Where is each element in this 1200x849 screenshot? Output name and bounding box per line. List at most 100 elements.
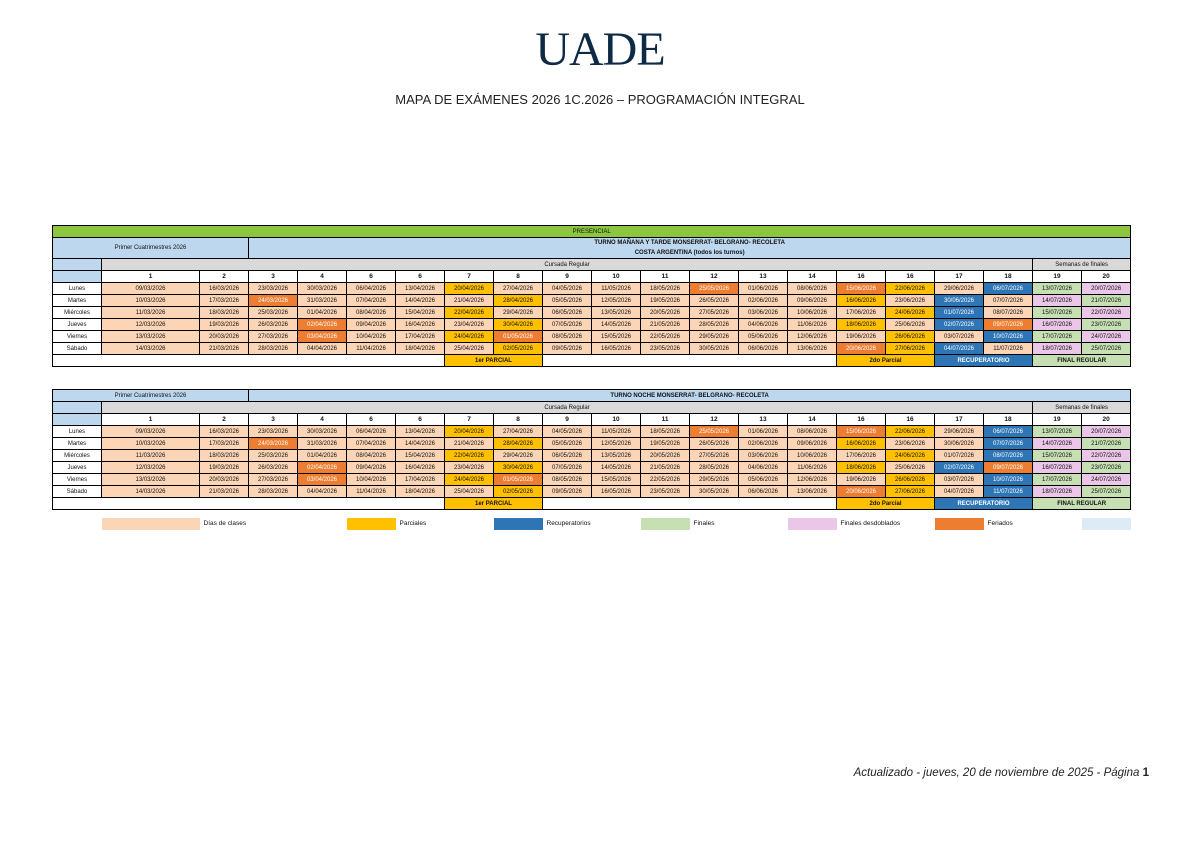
week-number: 9: [542, 413, 592, 426]
uade-logo: UADE: [535, 23, 665, 76]
turno-label: TURNO MAÑANA Y TARDE MONSERRAT- BELGRANO…: [247, 237, 1132, 259]
date-cell: 27/05/2026: [689, 449, 739, 462]
date-cell: 14/03/2026: [101, 485, 200, 498]
date-cell: 09/04/2026: [346, 461, 396, 474]
date-cell: 08/06/2026: [787, 282, 837, 295]
date-cell: 29/05/2026: [689, 330, 739, 343]
day-row: Sábado 14/03/2026 21/03/2026 28/03/2026 04/0…: [52, 342, 1132, 355]
legend-label: Días de clases: [203, 520, 247, 527]
date-cell: 05/05/2026: [542, 294, 592, 307]
final-regular-label: FINAL REGULAR: [1031, 497, 1132, 510]
date-cell: 04/07/2026: [934, 485, 984, 498]
date-cell: 05/06/2026: [738, 473, 788, 486]
week-number: 4: [297, 413, 347, 426]
legend-label: Finales desdoblados: [840, 520, 901, 527]
cursada-row: Cursada Regular Semanas de finales: [52, 258, 1132, 271]
week-number: 19: [1032, 413, 1082, 426]
date-cell: 26/03/2026: [248, 461, 298, 474]
date-cell: 08/07/2026: [983, 449, 1033, 462]
document-title: MAPA DE EXÁMENES 2026 1C.2026 – PROGRAMA…: [395, 92, 805, 107]
legend-swatch-r: [493, 518, 543, 530]
turno-line-1: TURNO NOCHE MONSERRAT- BELGRANO- RECOLET…: [610, 392, 769, 399]
date-cell: 21/05/2026: [640, 461, 690, 474]
day-row: Viernes 13/03/2026 20/03/2026 27/03/2026 03/…: [52, 330, 1132, 343]
date-cell: 10/07/2026: [983, 330, 1033, 343]
date-cell: 17/04/2026: [395, 473, 445, 486]
date-cell: 19/03/2026: [199, 461, 249, 474]
date-cell: 02/04/2026: [297, 318, 347, 331]
cuatrimestre-label: Primer Cuatrimestres 2026: [52, 389, 249, 402]
section-header-row: Primer Cuatrimestres 2026 TURNO NOCHE MON…: [52, 389, 1132, 402]
date-cell: 11/05/2026: [591, 282, 641, 295]
date-cell: 25/07/2026: [1080, 485, 1132, 498]
date-cell: 07/04/2026: [346, 294, 396, 307]
date-cell: 15/04/2026: [395, 449, 445, 462]
date-cell: 22/07/2026: [1080, 449, 1132, 462]
date-cell: 04/05/2026: [542, 425, 592, 438]
footer: Actualizado - jueves, 20 de noviembre de…: [0, 767, 1149, 779]
cursada-side: [52, 258, 102, 271]
date-cell: 25/03/2026: [248, 306, 298, 319]
date-cell: 12/06/2026: [787, 473, 837, 486]
date-cell: 22/04/2026: [444, 449, 494, 462]
date-cell: 30/05/2026: [689, 342, 739, 355]
date-cell: 09/03/2026: [101, 282, 200, 295]
date-cell: 16/03/2026: [199, 282, 249, 295]
date-cell: 10/06/2026: [787, 306, 837, 319]
date-cell: 29/04/2026: [493, 449, 543, 462]
date-cell: 14/04/2026: [395, 294, 445, 307]
date-cell: 26/06/2026: [885, 330, 935, 343]
week-number: 6: [395, 413, 445, 426]
date-cell: 13/03/2026: [101, 473, 200, 486]
date-cell: 17/07/2026: [1032, 330, 1082, 343]
date-cell: 13/03/2026: [101, 330, 200, 343]
spacer-cell: [53, 367, 1131, 390]
date-cell: 28/05/2026: [689, 318, 739, 331]
date-cell: 02/07/2026: [934, 461, 984, 474]
date-cell: 18/03/2026: [199, 306, 249, 319]
date-cell: 11/07/2026: [983, 342, 1033, 355]
week-number: 12: [689, 413, 739, 426]
day-row: Martes 10/03/2026 17/03/2026 24/03/2026 31/0…: [52, 437, 1132, 450]
date-cell: 21/07/2026: [1080, 294, 1132, 307]
week-number: 19: [1032, 270, 1082, 283]
date-cell: 08/04/2026: [346, 306, 396, 319]
date-cell: 01/07/2026: [934, 306, 984, 319]
legend-label: Feriados: [987, 520, 1013, 527]
date-cell: 31/03/2026: [297, 294, 347, 307]
date-cell: 04/06/2026: [738, 461, 788, 474]
date-cell: 29/06/2026: [934, 282, 984, 295]
legend-label: Recuperatorios: [546, 520, 591, 527]
day-label: Jueves: [52, 461, 102, 474]
first-parcial-label: 1er PARCIAL: [444, 354, 543, 367]
date-cell: 16/07/2026: [1032, 461, 1082, 474]
date-cell: 16/06/2026: [836, 294, 886, 307]
date-cell: 27/06/2026: [885, 342, 935, 355]
turno-label: TURNO NOCHE MONSERRAT- BELGRANO- RECOLET…: [247, 389, 1132, 402]
date-cell: 18/03/2026: [199, 449, 249, 462]
date-cell: 11/03/2026: [101, 306, 200, 319]
date-cell: 21/04/2026: [444, 437, 494, 450]
date-cell: 07/07/2026: [983, 294, 1033, 307]
date-cell: 16/03/2026: [199, 425, 249, 438]
date-cell: 03/04/2026: [297, 473, 347, 486]
date-cell: 17/03/2026: [199, 294, 249, 307]
date-cell: 30/04/2026: [493, 461, 543, 474]
exam-labels-row: 1er PARCIAL 2do Parcial RECUPERATORIO FINAL…: [52, 354, 1132, 367]
day-row: Viernes 13/03/2026 20/03/2026 27/03/2026 03/…: [52, 473, 1132, 486]
date-cell: 14/05/2026: [591, 461, 641, 474]
date-cell: 02/06/2026: [738, 437, 788, 450]
cuatrimestre-label: Primer Cuatrimestres 2026: [52, 237, 249, 259]
exam-gap: [542, 497, 837, 510]
date-cell: 30/03/2026: [297, 282, 347, 295]
date-cell: 16/05/2026: [591, 342, 641, 355]
date-cell: 04/07/2026: [934, 342, 984, 355]
week-numbers-row: 1 2 3 4 6 6 7 8 9 10 11 12 13 14 16 16 17 18 19 20: [52, 270, 1132, 283]
date-cell: 06/07/2026: [983, 425, 1033, 438]
week-number: 4: [297, 270, 347, 283]
legend-gap: [53, 518, 102, 530]
semanas-finales-label: Semanas de finales: [1031, 258, 1132, 271]
date-cell: 15/07/2026: [1032, 306, 1082, 319]
week-row-side: [52, 270, 102, 283]
date-cell: 25/05/2026: [689, 425, 739, 438]
